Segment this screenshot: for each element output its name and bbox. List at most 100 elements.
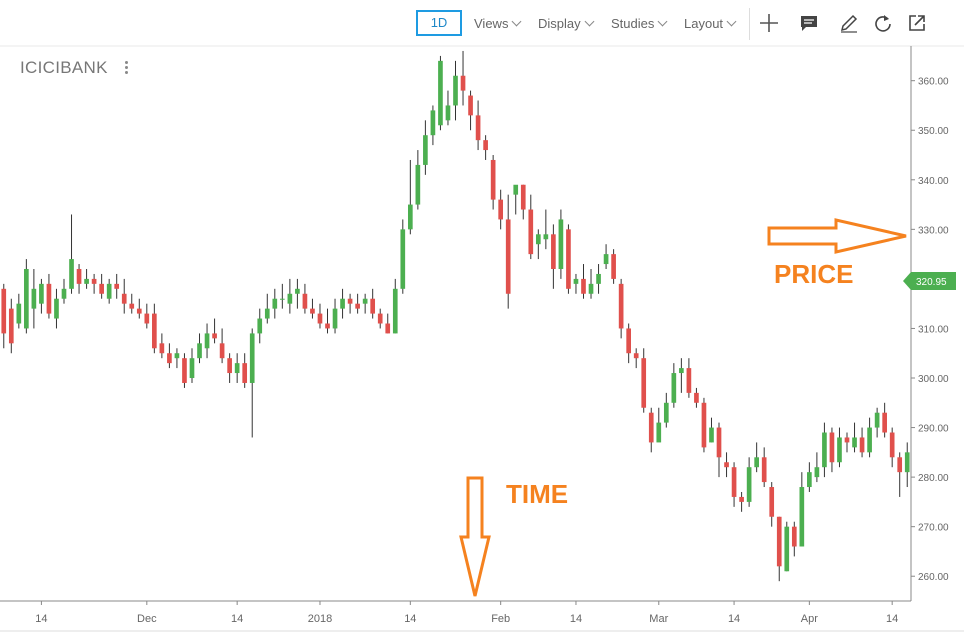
candle — [46, 273, 52, 319]
candle — [76, 264, 82, 294]
candle — [453, 60, 458, 121]
x-tick-label: Feb — [491, 613, 510, 625]
display-menu[interactable]: Display — [538, 12, 595, 36]
candle — [136, 298, 142, 319]
candle — [392, 278, 398, 334]
candle-body — [641, 358, 647, 408]
candle-body — [106, 283, 112, 299]
chart-toolbar: 1D Views Display Studies Layout — [0, 0, 964, 46]
candle-body — [535, 234, 541, 245]
popout-icon[interactable] — [906, 12, 928, 34]
candle-body — [603, 254, 609, 265]
studies-menu[interactable]: Studies — [611, 12, 668, 36]
views-menu[interactable]: Views — [474, 12, 522, 36]
candle — [99, 273, 104, 299]
candle-body — [596, 273, 601, 284]
candle — [513, 184, 519, 215]
candle — [716, 422, 722, 478]
candle-body — [453, 75, 458, 106]
candle — [754, 442, 759, 473]
candle-body — [618, 283, 624, 329]
candle-body — [829, 432, 835, 463]
candle-body — [167, 353, 172, 364]
candle-body — [799, 487, 805, 547]
candle-body — [663, 402, 669, 423]
candle-body — [656, 422, 662, 443]
candle — [16, 293, 22, 329]
candle — [603, 244, 609, 269]
candle — [152, 303, 157, 354]
candle-body — [543, 234, 549, 240]
layout-menu[interactable]: Layout — [684, 12, 737, 36]
candle-body — [287, 293, 293, 304]
views-menu-label: Views — [474, 16, 509, 31]
candle-body — [761, 457, 767, 483]
candle-body — [505, 219, 511, 294]
y-tick-label: 280.00 — [918, 473, 949, 484]
y-tick-label: 290.00 — [918, 424, 949, 435]
candle-body — [280, 298, 285, 300]
candle-body — [189, 358, 195, 379]
candle-body — [264, 308, 270, 319]
x-tick-label: Mar — [649, 613, 668, 625]
candle-body — [889, 432, 895, 458]
more-vertical-icon[interactable] — [124, 60, 130, 78]
time-annotation-label: TIME — [506, 479, 568, 509]
candle — [114, 273, 120, 299]
candle — [490, 155, 496, 210]
time-annotation: TIME — [459, 476, 568, 597]
plus-icon[interactable] — [758, 12, 780, 34]
candle — [144, 303, 150, 329]
candle-body — [1, 288, 7, 334]
candle-body — [784, 526, 790, 572]
candle-body — [355, 303, 360, 309]
candle — [129, 293, 135, 314]
candle-body — [310, 308, 315, 314]
candle-body — [54, 298, 59, 319]
comment-icon[interactable] — [798, 12, 820, 34]
candle — [287, 278, 293, 314]
layout-menu-label: Layout — [684, 16, 724, 31]
candle-body — [626, 328, 631, 354]
candle — [445, 90, 451, 126]
candle — [295, 278, 300, 309]
candle — [468, 90, 473, 131]
candle — [24, 259, 29, 334]
candle-body — [460, 75, 466, 91]
candle — [791, 521, 797, 557]
candle-body — [882, 412, 887, 433]
last-price-tag: 320.95 — [903, 272, 956, 290]
candle-body — [204, 333, 210, 349]
pencil-icon[interactable] — [838, 12, 860, 34]
refresh-icon[interactable] — [872, 12, 894, 34]
candle-body — [837, 437, 842, 463]
candle-body — [400, 229, 406, 289]
candle — [438, 55, 443, 131]
candles — [1, 50, 910, 582]
candle-body — [671, 373, 677, 403]
y-tick-label: 360.00 — [918, 77, 949, 88]
y-tick-label: 340.00 — [918, 176, 949, 187]
candle-body — [16, 303, 22, 324]
candle — [121, 278, 127, 314]
candle-body — [370, 298, 376, 314]
candle — [84, 268, 89, 289]
candle-body — [844, 437, 850, 443]
candle — [852, 422, 857, 453]
toolbar-divider — [749, 8, 750, 40]
interval-button[interactable]: 1D — [416, 10, 462, 36]
candle — [829, 427, 835, 473]
candle-body — [242, 363, 248, 383]
candle-body — [633, 353, 639, 359]
candle — [844, 432, 850, 453]
candle-body — [701, 402, 707, 448]
candle-body — [874, 412, 880, 428]
y-tick-label: 270.00 — [918, 523, 949, 534]
candle — [31, 268, 37, 329]
candle — [543, 209, 549, 250]
candle-body — [144, 313, 150, 324]
candle — [874, 407, 880, 438]
studies-menu-label: Studies — [611, 16, 655, 31]
candle-body — [731, 467, 737, 497]
